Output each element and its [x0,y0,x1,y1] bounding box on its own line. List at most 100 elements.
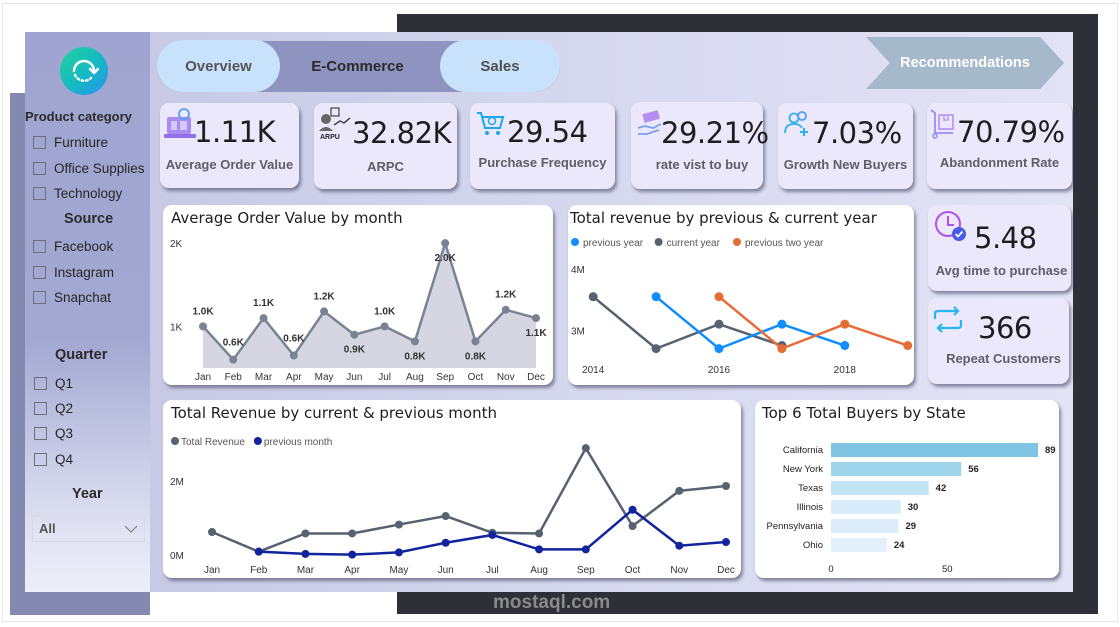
x-tick-label: Jun [346,372,362,383]
data-point [777,319,787,329]
filter-q1[interactable]: Q1 [34,376,73,391]
data-point [441,512,450,521]
filter-facebook[interactable]: Facebook [33,239,113,254]
tab-sales[interactable]: Sales [440,40,560,92]
add-users-icon [784,111,808,136]
bar [831,443,1038,457]
filter-q3[interactable]: Q3 [34,426,73,441]
x-tick-label: Feb [250,565,268,576]
data-point [840,319,850,329]
area-fill [203,243,536,368]
x-tick-label: Apr [286,372,302,383]
legend-label: previous month [264,437,332,448]
data-point [350,330,359,339]
data-point [441,538,450,547]
series-line [655,295,846,351]
bar-value-label: 56 [968,464,979,475]
checkbox[interactable] [33,136,46,149]
x-tick-label: May [389,565,408,576]
kpi-value: 32.82K [352,116,452,150]
kpi-value: 70.79% [957,115,1065,149]
data-point [722,538,730,547]
y-tick-label: 1K [170,322,183,333]
x-tick-label: Jul [378,372,391,383]
refresh-logo-icon[interactable] [60,47,108,95]
recommendations-button[interactable]: Recommendations [866,37,1064,89]
checkbox[interactable] [33,187,46,200]
quarter-heading: Quarter [55,347,108,363]
chart-title: Total revenue by previous & current year [570,209,877,227]
kpi-value: 29.54 [507,115,588,149]
bar [831,538,887,552]
series-line [202,238,537,362]
x-tick-label: Mar [297,565,315,576]
kpi-label: ARPC [367,159,404,174]
data-point [488,530,497,539]
checkbox[interactable] [33,162,46,175]
checkbox[interactable] [34,427,47,440]
year-dropdown[interactable]: All [32,515,145,542]
data-label: 0.8K [404,351,426,362]
filter-furniture[interactable]: Furniture [33,135,108,150]
x-tick-label: Nov [497,372,515,383]
filter-instagram[interactable]: Instagram [33,265,114,280]
filter-technology[interactable]: Technology [33,186,122,201]
data-point [588,292,598,302]
data-point [501,305,510,314]
laptop-chart-icon [164,108,196,138]
x-tick-label: Jan [204,565,220,576]
data-label: 0.6K [283,334,305,345]
kpi-value: 5.48 [974,221,1037,255]
checkbox[interactable] [33,291,46,304]
y-tick-label: 2M [170,477,184,488]
data-point [651,344,661,354]
y-tick-label: 2K [170,239,183,250]
checkbox[interactable] [33,240,46,253]
data-label: 0.6K [223,338,245,349]
data-label: 0.9K [344,345,366,356]
series-line [718,295,909,351]
data-point [229,355,238,364]
tab-e-commerce[interactable]: E-Commerce [311,57,404,75]
filter-label: Instagram [54,265,115,280]
year-heading: Year [72,486,103,502]
buyers-by-state-panel: Top 6 Total Buyers by State California 89… [755,400,1059,578]
data-point [675,486,684,495]
monthly-revenue-panel: Total Revenue by current & previous mont… [163,400,741,578]
checkbox[interactable] [33,266,46,279]
data-label: 2.0K [435,253,457,264]
filter-q2[interactable]: Q2 [34,401,73,416]
chart-title: Top 6 Total Buyers by State [762,404,966,422]
data-point [903,341,913,351]
x-tick-label: Nov [670,565,688,576]
x-tick-label: Sep [436,372,454,383]
x-tick-label: Jun [438,565,454,576]
filter-sidebar [25,32,150,592]
category-label: Texas [798,483,823,494]
outer-frame [2,3,1118,622]
clock-check-icon [935,211,966,241]
checkbox[interactable] [34,453,47,466]
legend-marker [733,238,741,246]
kpi-card-rate-visit-to-buy: 29.21% rate vist to buy [631,102,769,189]
source-heading: Source [64,211,114,227]
filter-label: Snapchat [54,290,112,305]
kpi-card-repeat-customers: 366 Repeat Customers [928,298,1069,384]
filter-snapchat[interactable]: Snapchat [33,290,111,305]
checkbox[interactable] [34,377,47,390]
tab-overview[interactable]: Overview [157,40,280,92]
data-point [199,322,207,331]
filter-office-supplies[interactable]: Office Supplies [33,161,145,176]
data-point [532,314,540,323]
data-label: 1.1K [253,298,275,309]
data-label: 1.1K [525,328,547,339]
x-tick-label: Oct [468,372,484,383]
arpu-user-icon: ARPU [319,107,351,141]
aov-chart: 2K 1K 1.0K 0.6K 1.1K 0.6K 1.2K 0.9K 1.0K 0.8K 2.0K… [170,238,547,383]
checkbox[interactable] [34,402,47,415]
x-tick-label: 2016 [708,365,731,376]
category-label: Pennsylvania [766,521,823,532]
kpi-value: 366 [978,311,1032,345]
filter-q4[interactable]: Q4 [34,452,73,467]
chevron-down-icon [124,525,138,533]
